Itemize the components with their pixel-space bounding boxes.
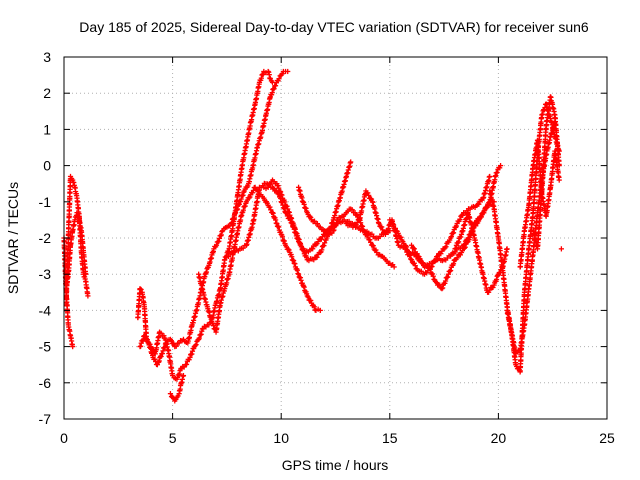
series-arc-2b [137,68,291,368]
x-tick-label: 25 [599,430,615,446]
series-arc-2c [167,372,187,404]
series-arc-1b [63,173,91,306]
series-arc-3d [295,184,397,270]
data-point [373,247,379,253]
y-tick-label: -2 [39,230,52,246]
y-tick-label: 0 [43,158,51,174]
data-point [85,293,91,299]
data-point [272,83,279,89]
y-tick-label: 3 [43,49,51,65]
data-point [183,361,190,367]
data-point [83,271,89,277]
data-point [321,243,327,249]
y-tick-label: -1 [39,194,52,210]
data-point [348,159,354,165]
data-point [213,242,220,248]
data-point [317,249,323,256]
data-point [276,76,282,82]
data-point [556,177,562,183]
data-point [152,356,158,362]
series-arc-3c [261,159,354,264]
data-point [285,68,291,75]
data-point [317,307,323,313]
data-point [268,207,274,213]
data-point [310,246,316,252]
data-point [354,219,360,226]
data-point [370,243,376,249]
y-tick-label: -6 [39,375,52,391]
data-point [279,192,285,198]
data-point [308,297,314,304]
data-point [285,246,291,252]
data-point [366,192,372,198]
data-point [504,246,510,252]
y-tick-label: -5 [39,339,52,355]
data-point [173,343,179,349]
data-point [367,237,373,243]
data-point [368,239,374,246]
data-point [70,344,76,350]
data-point [385,226,391,232]
data-point [376,220,382,227]
data-point [349,207,355,213]
series-arc-3a [196,184,323,335]
series-arc-2a [135,68,276,382]
data-point [305,294,311,300]
y-tick-label: -7 [39,411,52,427]
data-point [303,254,310,260]
data-point [314,254,320,260]
y-tick-label: 1 [43,121,51,137]
x-tick-label: 0 [60,430,68,446]
data-point [247,194,253,200]
data-points [61,68,564,404]
data-point [143,335,149,341]
data-point [319,247,325,253]
series-arc-1c [63,210,89,292]
y-tick-label: -4 [39,302,52,318]
x-tick-label: 20 [491,430,507,446]
data-point [322,240,328,246]
x-tick-label: 5 [169,430,177,446]
data-point [282,199,288,205]
x-axis-label: GPS time / hours [282,457,389,473]
data-point [180,372,187,379]
data-point [267,204,273,210]
data-point [298,244,305,250]
data-point [314,221,320,227]
data-point [487,173,493,180]
data-point [311,304,317,310]
data-point [368,196,375,202]
y-tick-label: 2 [43,85,51,101]
data-point [301,247,307,254]
y-axis-label: SDTVAR / TECUs [5,182,21,294]
y-tick-label: -3 [39,266,52,282]
x-tick-label: 10 [273,430,289,446]
data-point [365,190,371,196]
data-point [246,195,252,201]
data-point [167,391,174,397]
data-point [240,245,246,251]
data-point [558,246,564,252]
data-point [168,338,174,344]
data-point [265,184,271,190]
data-point [391,264,397,270]
x-tick-label: 15 [382,430,398,446]
data-point [193,342,199,348]
data-point [286,247,292,253]
data-point [379,224,385,230]
series-arc-4b [387,199,497,292]
data-point [138,286,144,293]
data-point [308,214,314,221]
chart-title: Day 185 of 2025, Sidereal Day-to-day VTE… [79,19,589,35]
data-point [284,203,290,209]
